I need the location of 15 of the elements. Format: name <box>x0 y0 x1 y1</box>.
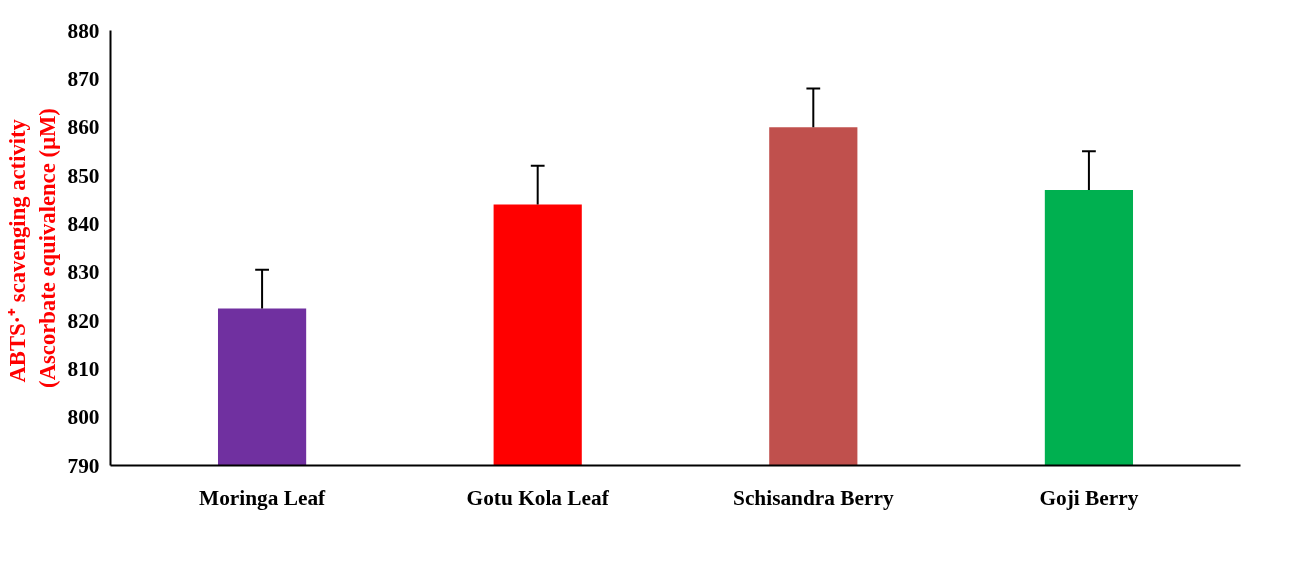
y-tick-label: 840 <box>67 211 100 236</box>
y-tick-label: 830 <box>67 260 100 285</box>
x-tick-label: Gotu Kola Leaf <box>466 485 610 510</box>
y-tick-label: 810 <box>67 356 100 381</box>
y-tick-label: 880 <box>67 18 100 43</box>
y-tick-label: 790 <box>67 453 100 478</box>
x-tick-label: Moringa Leaf <box>199 485 327 510</box>
x-tick-label: Goji Berry <box>1039 485 1139 510</box>
y-axis-title: ABTS·⁺ scavenging activity (Ascorbate equivalence (µM) <box>4 108 60 388</box>
y-tick-label: 850 <box>67 163 100 188</box>
x-tick-label: Schisandra Berry <box>733 485 894 510</box>
y-tick-label: 870 <box>67 66 100 91</box>
y-tick-label: 860 <box>67 115 100 140</box>
y-tick-label: 820 <box>67 308 100 333</box>
y-tick-label: 800 <box>67 405 100 430</box>
